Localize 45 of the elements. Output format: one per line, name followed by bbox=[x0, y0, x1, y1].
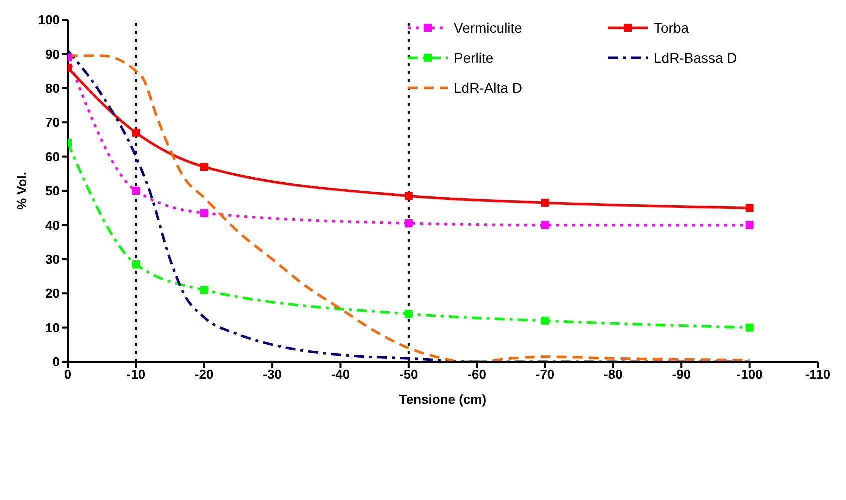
point bbox=[746, 204, 754, 212]
x-tick-label: 0 bbox=[64, 367, 72, 382]
point bbox=[132, 187, 140, 195]
x-tick-label: -20 bbox=[194, 367, 214, 382]
point bbox=[746, 221, 754, 230]
point bbox=[132, 260, 140, 269]
point bbox=[541, 316, 550, 325]
y-tick-label: 50 bbox=[46, 184, 60, 199]
legend-label: LdR-Bassa D bbox=[654, 50, 738, 66]
x-tick-label: -30 bbox=[263, 367, 282, 382]
legend-label: Perlite bbox=[454, 50, 494, 66]
x-tick-label: -110 bbox=[805, 367, 831, 382]
y-tick-label: 0 bbox=[52, 354, 60, 370]
x-tick-label: -70 bbox=[536, 367, 555, 382]
y-tick-label: 80 bbox=[46, 81, 60, 96]
y-tick-label: 30 bbox=[46, 252, 60, 268]
point bbox=[404, 219, 413, 228]
x-tick-label: -60 bbox=[468, 367, 486, 382]
point bbox=[200, 209, 208, 218]
point bbox=[132, 128, 140, 137]
x-tick-label: -90 bbox=[672, 367, 692, 382]
y-tick-label: 20 bbox=[46, 286, 60, 302]
point bbox=[746, 324, 754, 332]
x-tick-label: -40 bbox=[331, 367, 350, 382]
y-axis-title: % Vol. bbox=[14, 172, 30, 210]
x-tick-label: -10 bbox=[126, 367, 146, 382]
y-tick-label: 10 bbox=[46, 320, 60, 336]
y-tick-label: 90 bbox=[46, 46, 60, 62]
y-tick-label: 40 bbox=[46, 218, 60, 233]
point bbox=[541, 221, 550, 230]
x-axis-title: Tensione (cm) bbox=[399, 392, 487, 407]
legend-label: Vermiculite bbox=[454, 20, 522, 36]
legend-label: LdR-Alta D bbox=[454, 80, 522, 96]
x-tick-label: -100 bbox=[736, 367, 763, 382]
y-tick-label: 60 bbox=[46, 149, 60, 164]
y-tick-label: 100 bbox=[38, 12, 60, 28]
x-tick-label: -80 bbox=[604, 367, 623, 382]
legend-label: Torba bbox=[654, 20, 690, 36]
x-tick-label: -50 bbox=[400, 367, 418, 382]
point bbox=[404, 310, 413, 318]
point bbox=[200, 286, 208, 294]
point bbox=[404, 192, 413, 200]
point bbox=[200, 163, 208, 172]
y-tick-label: 70 bbox=[46, 115, 60, 130]
point bbox=[541, 198, 550, 207]
